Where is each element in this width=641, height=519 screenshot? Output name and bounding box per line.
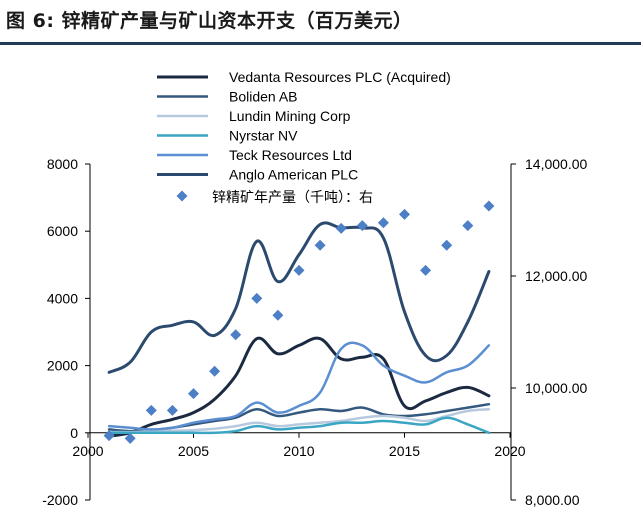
legend-marker-zinc [176, 190, 188, 202]
zinc-output-marker [103, 430, 115, 442]
zinc-output-marker [166, 404, 178, 416]
zinc-output-marker [230, 329, 242, 341]
legend-label-zinc: 锌精矿年产量（千吨）：右 [212, 189, 373, 205]
legend-label-anglo: Anglo American PLC [229, 167, 358, 183]
series-lines [107, 221, 491, 438]
x-axis-tick-label: 2015 [389, 443, 420, 459]
zinc-output-marker [483, 200, 495, 212]
title-underline [0, 42, 641, 45]
zinc-output-marker [377, 217, 389, 229]
x-axis-tick-label: 2005 [178, 443, 209, 459]
legend-label-vedanta: Vedanta Resources PLC (Acquired) [229, 69, 451, 85]
figure-title: 图 6: 锌精矿产量与矿山资本开支（百万美元） [6, 10, 413, 32]
zinc-output-marker [356, 220, 368, 232]
right-axis-tick-label: 12,000.00 [525, 268, 587, 284]
figure-title-bar: 图 6: 锌精矿产量与矿山资本开支（百万美元） [0, 0, 641, 45]
zinc-output-marker [272, 309, 284, 321]
right-axis-tick-label: 10,000.00 [525, 380, 587, 396]
chart-legend: Vedanta Resources PLC (Acquired) Boliden … [157, 69, 451, 205]
zinc-output-marker [314, 239, 326, 251]
left-axis-tick-label: 6000 [47, 223, 78, 239]
zinc-output-marker [209, 365, 221, 377]
zinc-markers [103, 200, 495, 444]
left-axis-tick-label: 0 [70, 425, 78, 441]
vedanta-series-line [107, 336, 491, 438]
x-axis-tick-label: 2000 [72, 443, 103, 459]
right-axis-tick-label: 8,000.00 [525, 492, 580, 508]
x-axis-tick-label: 2010 [283, 443, 314, 459]
zinc-output-marker [462, 220, 474, 232]
anglo-series-line [107, 221, 491, 374]
zinc-output-marker [251, 292, 263, 304]
zinc-output-marker [441, 239, 453, 251]
zinc-output-marker [293, 264, 305, 276]
zinc-output-marker [420, 264, 432, 276]
zinc-output-marker [145, 404, 157, 416]
chart-axes: -2000 0 2000 4000 6000 8000 8,000.00 10,000.00 1… [42, 156, 587, 508]
left-axis-tick-label: -2000 [42, 492, 78, 508]
zinc-output-marker [399, 208, 410, 220]
zinc-output-marker [188, 388, 199, 400]
teck-series-line [107, 341, 491, 431]
legend-label-boliden: Boliden AB [229, 89, 298, 105]
left-axis-tick-label: 4000 [47, 290, 78, 306]
x-axis-tick-label: 2020 [494, 443, 525, 459]
legend-label-lundin: Lundin Mining Corp [229, 108, 351, 124]
legend-label-teck: Teck Resources Ltd [229, 147, 352, 163]
zinc-output-marker [335, 222, 347, 234]
nyrstar-series-line [107, 416, 491, 435]
left-axis-tick-label: 2000 [47, 358, 78, 374]
zinc-output-marker [124, 432, 136, 444]
right-axis-tick-label: 14,000.00 [525, 156, 587, 172]
lundin-series-line [107, 408, 491, 434]
left-axis-tick-label: 8000 [47, 156, 78, 172]
legend-label-nyrstar: Nyrstar NV [229, 128, 298, 144]
